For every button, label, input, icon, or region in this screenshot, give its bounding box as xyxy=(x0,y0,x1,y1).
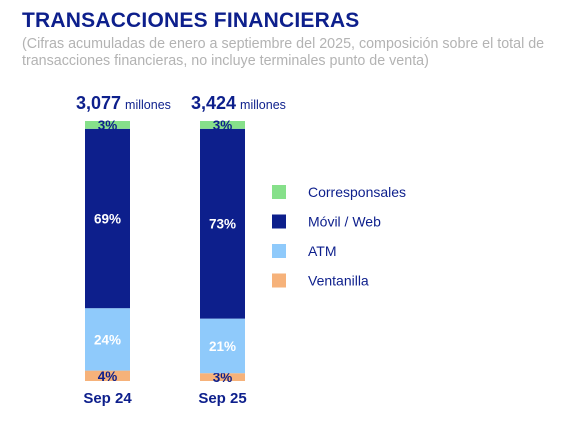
total-label-sep-25: 3,424 millones xyxy=(191,93,286,113)
legend-label-movil-web: Móvil / Web xyxy=(308,214,381,230)
data-label-atm-sep-25: 21% xyxy=(209,339,236,354)
data-label-movil-web-sep-24: 69% xyxy=(94,212,121,227)
legend-swatch-atm xyxy=(272,244,286,258)
legend: Corresponsales Móvil / Web ATM Ventanilla xyxy=(272,184,406,289)
bar-segment-movil-web-sep-24 xyxy=(85,128,130,309)
data-label-atm-sep-24: 24% xyxy=(94,332,121,347)
bar-segment-atm-sep-25 xyxy=(200,318,245,374)
data-label-corresponsales-sep-25: 3% xyxy=(213,118,233,133)
total-unit: millones xyxy=(240,98,286,112)
total-value: 3,424 xyxy=(191,93,236,113)
legend-swatch-corresponsales xyxy=(272,185,286,199)
bar-segment-atm-sep-24 xyxy=(85,308,130,371)
data-label-ventanilla-sep-24: 4% xyxy=(98,369,118,384)
bar-segment-corresponsales-sep-24 xyxy=(85,121,130,129)
chart-subtitle: (Cifras acumuladas de enero a septiembre… xyxy=(22,36,545,69)
legend-label-corresponsales: Corresponsales xyxy=(308,184,406,200)
bar-segment-ventanilla-sep-25 xyxy=(200,373,245,381)
x-tick-label-sep-24: Sep 24 xyxy=(83,390,132,407)
bar-segment-movil-web-sep-25 xyxy=(200,128,245,319)
data-label-ventanilla-sep-25: 3% xyxy=(213,370,233,385)
bar-segment-corresponsales-sep-25 xyxy=(200,121,245,129)
bar-segment-ventanilla-sep-24 xyxy=(85,370,130,381)
legend-swatch-movil-web xyxy=(272,214,286,229)
total-value: 3,077 xyxy=(76,93,121,113)
legend-swatch-ventanilla xyxy=(272,273,286,288)
x-tick-label-sep-25: Sep 25 xyxy=(198,390,246,407)
total-unit: millones xyxy=(125,98,171,112)
legend-label-atm: ATM xyxy=(308,243,337,259)
total-label-sep-24: 3,077 millones xyxy=(76,93,171,113)
data-label-corresponsales-sep-24: 3% xyxy=(98,118,118,133)
legend-label-ventanilla: Ventanilla xyxy=(308,273,369,289)
bars-group: 4% 24% 69% 3% 3,077 millones Sep 24 3% 21% 73% 3% 3… xyxy=(76,93,286,407)
chart-title: TRANSACCIONES FINANCIERAS xyxy=(22,9,360,32)
data-label-movil-web-sep-25: 73% xyxy=(209,217,236,232)
